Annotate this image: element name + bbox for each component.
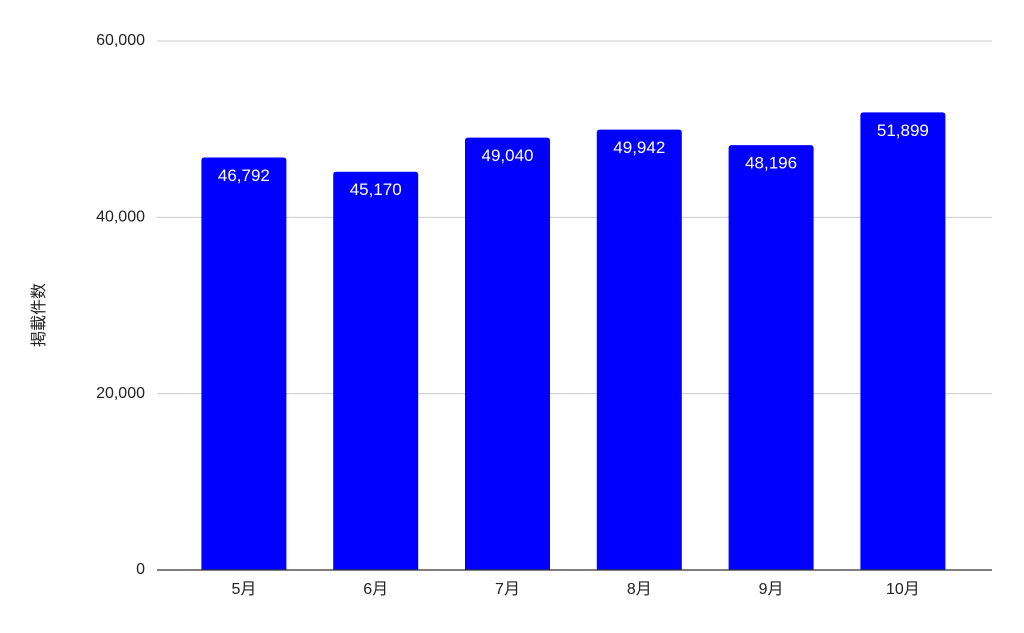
data-label: 48,196: [745, 154, 797, 173]
bar: [860, 112, 946, 570]
bar: [333, 171, 419, 570]
bar: [465, 137, 550, 570]
y-tick-label: 20,000: [96, 385, 145, 402]
y-tick-label: 0: [136, 561, 145, 578]
y-tick-label: 60,000: [96, 32, 145, 49]
data-label: 46,792: [218, 166, 270, 185]
bar: [201, 157, 287, 570]
data-label: 49,040: [482, 146, 534, 165]
y-tick-label: 40,000: [96, 209, 145, 226]
data-label: 45,170: [350, 180, 402, 199]
y-axis-title: 掲載件数: [30, 283, 48, 347]
bar: [728, 145, 814, 570]
x-tick-label: 8月: [627, 581, 652, 598]
x-tick-label: 10月: [886, 581, 920, 598]
x-tick-label: 7月: [495, 581, 520, 598]
bar: [596, 129, 682, 570]
data-label: 51,899: [877, 121, 929, 140]
x-tick-label: 5月: [231, 581, 256, 598]
x-tick-label: 9月: [759, 581, 784, 598]
data-label: 49,942: [613, 138, 665, 157]
x-tick-label: 6月: [363, 581, 388, 598]
